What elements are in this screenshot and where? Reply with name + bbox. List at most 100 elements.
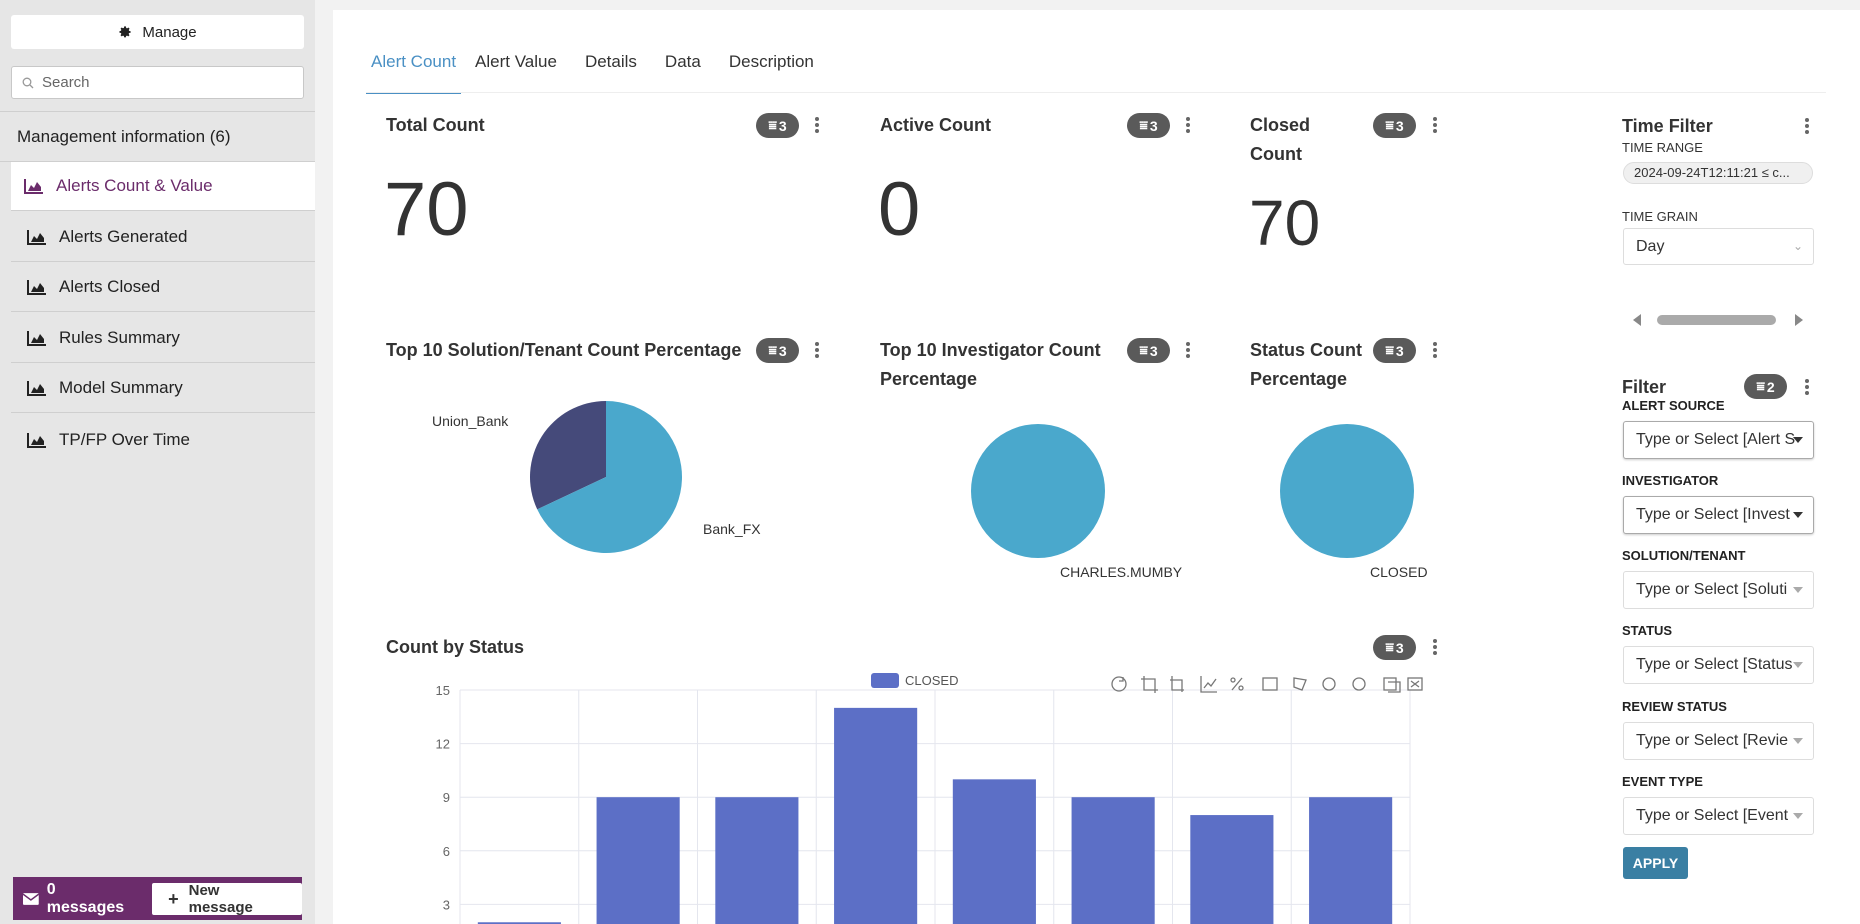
sidebar-item-alerts-count-value[interactable]: Alerts Count & Value <box>11 162 315 211</box>
keep-select-icon[interactable] <box>1322 677 1336 691</box>
filter-count: 3 <box>778 117 787 134</box>
more-menu-icon[interactable] <box>814 340 820 360</box>
filter-icon: ⩸ <box>1139 342 1148 358</box>
status-select[interactable]: Type or Select [Status <box>1623 646 1814 684</box>
search-icon <box>22 77 34 88</box>
tab-description[interactable]: Description <box>728 52 814 71</box>
sidebar-item-label: Alerts Count & Value <box>56 176 213 195</box>
filter-count: 3 <box>1395 342 1404 359</box>
status-label: STATUS <box>1622 623 1673 638</box>
sidebar-item-label: Alerts Closed <box>59 277 161 296</box>
tab-data[interactable]: Data <box>664 52 701 71</box>
scroll-left-icon[interactable] <box>1633 314 1641 326</box>
status-pie-title-line1: Status Count <box>1250 340 1362 360</box>
messages-count: 0 messages <box>46 880 125 916</box>
filter-badge[interactable]: ⩸ 3 <box>1373 635 1416 660</box>
time-range-pill[interactable]: 2024-09-24T12:11:21 ≤ c... <box>1623 162 1813 184</box>
more-menu-icon[interactable] <box>1432 115 1438 135</box>
bar[interactable] <box>715 797 799 924</box>
sidebar: Manage Search Management information (6)… <box>0 0 315 924</box>
apply-button[interactable]: APPLY <box>1623 847 1688 879</box>
area-chart-icon <box>27 280 46 295</box>
status-pie-title-line2: Percentage <box>1250 369 1348 389</box>
review-status-label: REVIEW STATUS <box>1622 699 1727 714</box>
messages-bar[interactable]: 0 messages + New message <box>13 877 302 920</box>
scroll-right-icon[interactable] <box>1795 314 1803 326</box>
tab-alert-value[interactable]: Alert Value <box>475 52 557 71</box>
tab-alert-count[interactable]: Alert Count <box>366 38 462 94</box>
more-menu-icon[interactable] <box>1804 377 1810 397</box>
more-menu-icon[interactable] <box>1185 340 1191 360</box>
crop-icon[interactable] <box>1141 676 1158 693</box>
sidebar-item-label: Alerts Generated <box>59 227 188 246</box>
filter-badge[interactable]: ⩸ 3 <box>1127 113 1170 138</box>
solution-tenant-select[interactable]: Type or Select [Soluti <box>1623 571 1814 609</box>
more-menu-icon[interactable] <box>1804 116 1810 136</box>
close-select-icon[interactable] <box>1407 677 1423 691</box>
total-count-value: 70 <box>384 167 469 252</box>
bar[interactable] <box>477 922 561 924</box>
filter-icon: ⩸ <box>1756 378 1765 394</box>
bar[interactable] <box>1309 797 1393 924</box>
time-filter-title: Time Filter <box>1622 116 1713 136</box>
bar[interactable] <box>1190 815 1274 924</box>
y-tick-label: 9 <box>443 790 450 805</box>
search-input[interactable]: Search <box>11 66 304 99</box>
area-chart-icon <box>27 432 46 448</box>
divider <box>0 111 315 112</box>
clear-select-icon[interactable] <box>1352 677 1366 691</box>
bar[interactable] <box>596 797 680 924</box>
more-menu-icon[interactable] <box>1185 115 1191 135</box>
filter-badge[interactable]: ⩸ 3 <box>1127 338 1170 363</box>
more-menu-icon[interactable] <box>1432 340 1438 360</box>
closed-count-value: 70 <box>1249 187 1321 259</box>
scroll-thumb[interactable] <box>1657 315 1776 325</box>
investigator-label: INVESTIGATOR <box>1622 473 1719 488</box>
filter-title: Filter <box>1622 377 1667 397</box>
bar[interactable] <box>834 707 918 924</box>
filter-badge[interactable]: ⩸ 3 <box>756 113 799 138</box>
bar[interactable] <box>952 779 1036 924</box>
filter-badge[interactable]: ⩸ 3 <box>1373 338 1416 363</box>
investigator-select[interactable]: Type or Select [Invest <box>1623 496 1814 534</box>
filter-badge[interactable]: ⩸ 3 <box>756 338 799 363</box>
more-menu-icon[interactable] <box>814 115 820 135</box>
sidebar-item-alerts-closed[interactable]: Alerts Closed <box>11 263 315 312</box>
sidebar-item-model-summary[interactable]: Model Summary <box>11 364 315 413</box>
filter-badge[interactable]: ⩸ 2 <box>1744 374 1787 399</box>
polygon-select-icon[interactable] <box>1293 677 1307 691</box>
investigator-placeholder: Type or Select [Invest <box>1636 506 1790 523</box>
rect-select-icon[interactable] <box>1262 677 1278 691</box>
legend-swatch[interactable] <box>871 673 899 688</box>
event-type-select[interactable]: Type or Select [Event <box>1623 797 1814 835</box>
bar[interactable] <box>1071 797 1155 924</box>
sidebar-item-rules-summary[interactable]: Rules Summary <box>11 314 315 363</box>
filter-icon: ⩸ <box>768 342 777 358</box>
manage-button[interactable]: Manage <box>11 15 304 49</box>
percent-icon[interactable] <box>1230 677 1244 691</box>
more-menu-icon[interactable] <box>1432 637 1438 657</box>
new-message-button[interactable]: + New message <box>152 882 302 916</box>
review-status-select[interactable]: Type or Select [Revie <box>1623 722 1814 760</box>
restore-icon[interactable] <box>1111 676 1127 692</box>
time-grain-select[interactable]: Day ⌄ <box>1623 228 1814 265</box>
line-chart-icon[interactable] <box>1200 676 1217 693</box>
crop-back-icon[interactable] <box>1170 676 1184 692</box>
caret-down-icon <box>1793 813 1803 819</box>
horizontal-scrollbar[interactable] <box>1633 313 1803 327</box>
filter-badge[interactable]: ⩸ 3 <box>1373 113 1416 138</box>
filter-icon: ⩸ <box>1385 342 1394 358</box>
alert-source-select[interactable]: Type or Select [Alert S <box>1623 421 1814 459</box>
sidebar-item-tp-fp-over-time[interactable]: TP/FP Over Time <box>11 415 315 464</box>
filter-count: 2 <box>1766 378 1775 395</box>
plus-icon: + <box>168 888 179 909</box>
review-status-placeholder: Type or Select [Revie <box>1636 732 1789 749</box>
total-count-title: Total Count <box>386 115 485 135</box>
caret-down-icon <box>1793 662 1803 668</box>
tab-details[interactable]: Details <box>584 52 637 71</box>
legend-label[interactable]: CLOSED <box>905 673 958 688</box>
caret-down-icon <box>1793 512 1803 518</box>
data-view-icon[interactable] <box>1383 677 1401 693</box>
filter-icon: ⩸ <box>1139 117 1148 133</box>
sidebar-item-alerts-generated[interactable]: Alerts Generated <box>11 213 315 262</box>
